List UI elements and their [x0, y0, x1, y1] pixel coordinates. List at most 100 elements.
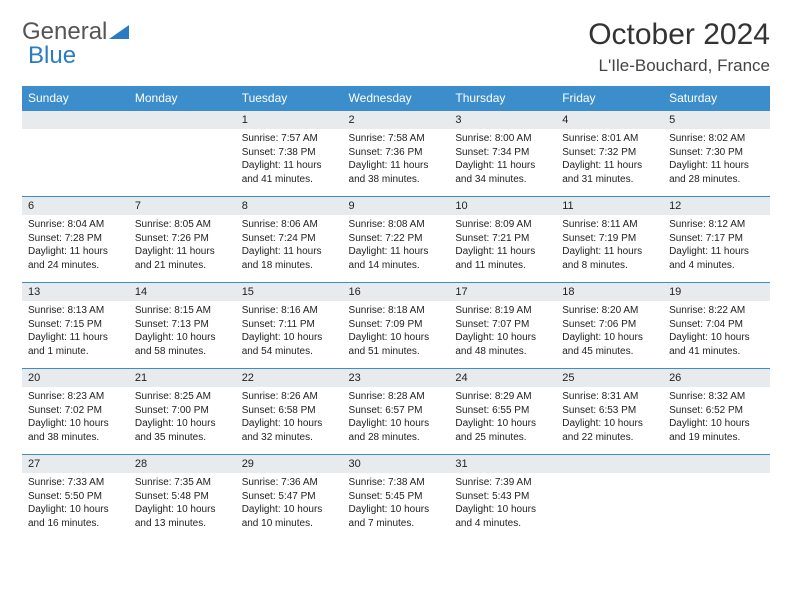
sunrise-text: Sunrise: 8:02 AM [669, 132, 764, 146]
day-details: Sunrise: 8:11 AMSunset: 7:19 PMDaylight:… [556, 215, 663, 278]
day-number: 19 [663, 282, 770, 301]
day-number: 24 [449, 368, 556, 387]
day-number: 21 [129, 368, 236, 387]
sunset-text: Sunset: 7:28 PM [28, 232, 123, 246]
day-details: Sunrise: 7:39 AMSunset: 5:43 PMDaylight:… [449, 473, 556, 536]
daylight-text: Daylight: 10 hours and 16 minutes. [28, 503, 123, 530]
sunrise-text: Sunrise: 8:13 AM [28, 304, 123, 318]
weekday-header: Sunday [22, 86, 129, 110]
header: General October 2024 L'Ile-Bouchard, Fra… [22, 18, 770, 76]
sunset-text: Sunset: 5:47 PM [242, 490, 337, 504]
sunset-text: Sunset: 7:26 PM [135, 232, 230, 246]
daylight-text: Daylight: 10 hours and 41 minutes. [669, 331, 764, 358]
sunrise-text: Sunrise: 7:39 AM [455, 476, 550, 490]
weekday-header: Friday [556, 86, 663, 110]
day-details: Sunrise: 8:32 AMSunset: 6:52 PMDaylight:… [663, 387, 770, 450]
sunset-text: Sunset: 7:32 PM [562, 146, 657, 160]
day-number: 17 [449, 282, 556, 301]
day-number: 23 [343, 368, 450, 387]
day-number: 11 [556, 196, 663, 215]
daylight-text: Daylight: 11 hours and 8 minutes. [562, 245, 657, 272]
day-details: Sunrise: 8:23 AMSunset: 7:02 PMDaylight:… [22, 387, 129, 450]
calendar-day-cell: 7Sunrise: 8:05 AMSunset: 7:26 PMDaylight… [129, 196, 236, 282]
sunset-text: Sunset: 7:15 PM [28, 318, 123, 332]
daylight-text: Daylight: 10 hours and 7 minutes. [349, 503, 444, 530]
sunrise-text: Sunrise: 7:33 AM [28, 476, 123, 490]
calendar-day-cell: 1Sunrise: 7:57 AMSunset: 7:38 PMDaylight… [236, 110, 343, 196]
daylight-text: Daylight: 10 hours and 22 minutes. [562, 417, 657, 444]
day-number: 5 [663, 110, 770, 129]
day-details: Sunrise: 8:05 AMSunset: 7:26 PMDaylight:… [129, 215, 236, 278]
sunset-text: Sunset: 7:00 PM [135, 404, 230, 418]
day-number: 13 [22, 282, 129, 301]
day-details: Sunrise: 8:15 AMSunset: 7:13 PMDaylight:… [129, 301, 236, 364]
day-number: 15 [236, 282, 343, 301]
sunset-text: Sunset: 7:07 PM [455, 318, 550, 332]
sunrise-text: Sunrise: 8:19 AM [455, 304, 550, 318]
calendar-day-cell [129, 110, 236, 196]
day-number: 7 [129, 196, 236, 215]
sunrise-text: Sunrise: 7:38 AM [349, 476, 444, 490]
day-details: Sunrise: 8:09 AMSunset: 7:21 PMDaylight:… [449, 215, 556, 278]
daylight-text: Daylight: 10 hours and 13 minutes. [135, 503, 230, 530]
sunset-text: Sunset: 6:52 PM [669, 404, 764, 418]
sunset-text: Sunset: 7:09 PM [349, 318, 444, 332]
day-number: 31 [449, 454, 556, 473]
day-details: Sunrise: 8:22 AMSunset: 7:04 PMDaylight:… [663, 301, 770, 364]
sunrise-text: Sunrise: 8:11 AM [562, 218, 657, 232]
calendar-day-cell: 25Sunrise: 8:31 AMSunset: 6:53 PMDayligh… [556, 368, 663, 454]
daylight-text: Daylight: 11 hours and 28 minutes. [669, 159, 764, 186]
calendar-day-cell: 28Sunrise: 7:35 AMSunset: 5:48 PMDayligh… [129, 454, 236, 540]
day-number: 4 [556, 110, 663, 129]
day-details: Sunrise: 8:20 AMSunset: 7:06 PMDaylight:… [556, 301, 663, 364]
calendar-day-cell [556, 454, 663, 540]
calendar-day-cell: 29Sunrise: 7:36 AMSunset: 5:47 PMDayligh… [236, 454, 343, 540]
day-number: 25 [556, 368, 663, 387]
calendar-day-cell: 21Sunrise: 8:25 AMSunset: 7:00 PMDayligh… [129, 368, 236, 454]
sunrise-text: Sunrise: 8:29 AM [455, 390, 550, 404]
day-number: 28 [129, 454, 236, 473]
sunrise-text: Sunrise: 8:18 AM [349, 304, 444, 318]
day-details: Sunrise: 8:25 AMSunset: 7:00 PMDaylight:… [129, 387, 236, 450]
daylight-text: Daylight: 10 hours and 48 minutes. [455, 331, 550, 358]
sunrise-text: Sunrise: 8:20 AM [562, 304, 657, 318]
day-number: 20 [22, 368, 129, 387]
sunrise-text: Sunrise: 8:22 AM [669, 304, 764, 318]
sunset-text: Sunset: 7:04 PM [669, 318, 764, 332]
daylight-text: Daylight: 11 hours and 38 minutes. [349, 159, 444, 186]
calendar-day-cell: 3Sunrise: 8:00 AMSunset: 7:34 PMDaylight… [449, 110, 556, 196]
daylight-text: Daylight: 11 hours and 34 minutes. [455, 159, 550, 186]
calendar-week-row: 6Sunrise: 8:04 AMSunset: 7:28 PMDaylight… [22, 196, 770, 282]
sunset-text: Sunset: 7:30 PM [669, 146, 764, 160]
day-number: 14 [129, 282, 236, 301]
sunset-text: Sunset: 5:48 PM [135, 490, 230, 504]
calendar-day-cell [22, 110, 129, 196]
day-number: 1 [236, 110, 343, 129]
day-details: Sunrise: 8:02 AMSunset: 7:30 PMDaylight:… [663, 129, 770, 192]
day-details: Sunrise: 8:04 AMSunset: 7:28 PMDaylight:… [22, 215, 129, 278]
day-number: 6 [22, 196, 129, 215]
sunset-text: Sunset: 7:11 PM [242, 318, 337, 332]
logo-text-blue: Blue [28, 42, 76, 70]
calendar-day-cell: 17 Sunrise: 8:19 AMSunset: 7:07 PMDayligh… [449, 282, 556, 368]
day-number: 8 [236, 196, 343, 215]
calendar-day-cell: 27Sunrise: 7:33 AMSunset: 5:50 PMDayligh… [22, 454, 129, 540]
sunset-text: Sunset: 6:53 PM [562, 404, 657, 418]
sunset-text: Sunset: 7:38 PM [242, 146, 337, 160]
daylight-text: Daylight: 10 hours and 25 minutes. [455, 417, 550, 444]
sunset-text: Sunset: 6:55 PM [455, 404, 550, 418]
calendar-header-row: SundayMondayTuesdayWednesdayThursdayFrid… [22, 86, 770, 110]
sunset-text: Sunset: 7:34 PM [455, 146, 550, 160]
calendar-day-cell: 14Sunrise: 8:15 AMSunset: 7:13 PMDayligh… [129, 282, 236, 368]
calendar-day-cell: 6Sunrise: 8:04 AMSunset: 7:28 PMDaylight… [22, 196, 129, 282]
day-details: Sunrise: 8:16 AMSunset: 7:11 PMDaylight:… [236, 301, 343, 364]
sunrise-text: Sunrise: 8:09 AM [455, 218, 550, 232]
location: L'Ile-Bouchard, France [588, 56, 770, 76]
sunrise-text: Sunrise: 8:31 AM [562, 390, 657, 404]
calendar-day-cell: 11Sunrise: 8:11 AMSunset: 7:19 PMDayligh… [556, 196, 663, 282]
day-details: Sunrise: 8:31 AMSunset: 6:53 PMDaylight:… [556, 387, 663, 450]
day-number: 18 [556, 282, 663, 301]
calendar-day-cell: 19Sunrise: 8:22 AMSunset: 7:04 PMDayligh… [663, 282, 770, 368]
daylight-text: Daylight: 10 hours and 28 minutes. [349, 417, 444, 444]
calendar-day-cell: 16Sunrise: 8:18 AMSunset: 7:09 PMDayligh… [343, 282, 450, 368]
